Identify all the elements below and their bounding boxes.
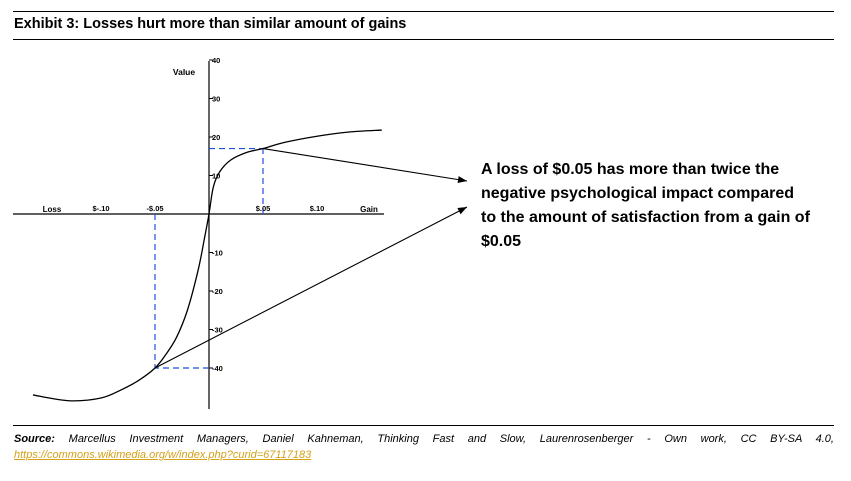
tick-labels: 40 30 20 10 -10 -20 -30 -40 $-.10 -$.05 $.05 $.10 [92,56,324,373]
annotation-text: A loss of $0.05 has more than twice the … [481,161,810,250]
y-tick-label: 10 [212,172,220,181]
x-tick-label: -$.05 [146,204,163,213]
arrow-head [457,207,467,215]
source-label: Source: [14,433,55,445]
y-tick-label: -20 [212,287,223,296]
title-rule [13,39,834,40]
x-tick-label: $.05 [256,204,271,213]
y-tick-label: 40 [212,56,220,65]
x-axis-loss-label: Loss [43,205,62,214]
chart-axes [13,61,384,409]
y-tick-label: 20 [212,133,220,142]
source-rule [13,425,834,426]
y-tick-label: -10 [212,249,223,258]
arrow-line [154,206,468,369]
value-curve [32,129,382,402]
y-axis-label: Value [173,67,195,77]
y-tick-label: -30 [212,326,223,335]
y-tick-label: 30 [212,95,220,104]
reference-guides [154,147,264,369]
source-text: Marcellus Investment Managers, Daniel Ka… [68,433,834,445]
source-link[interactable]: https://commons.wikimedia.org/w/index.ph… [14,449,312,461]
value-function-chart: 40 30 20 10 -10 -20 -30 -40 $-.10 -$.05 $.05 $.10 V… [13,56,468,409]
y-tick-label: -40 [212,364,223,373]
x-tick-label: $-.10 [92,204,109,213]
top-rule [13,11,834,12]
annotation-arrows [154,148,468,369]
arrow-line [262,148,468,182]
arrow-head [457,176,467,184]
source-note: Source: Marcellus Investment Managers, D… [14,431,834,447]
x-axis-gain-label: Gain [360,205,378,214]
exhibit-title: Exhibit 3: Losses hurt more than similar… [14,16,407,32]
x-tick-label: $.10 [310,204,325,213]
